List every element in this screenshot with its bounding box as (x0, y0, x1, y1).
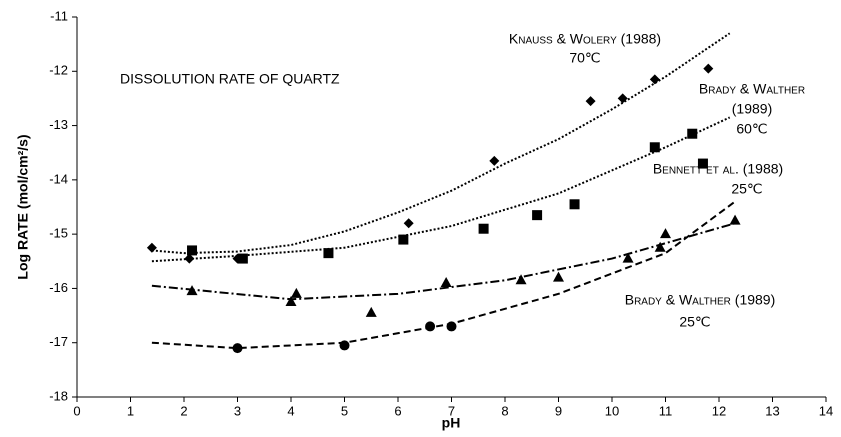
annotation: DISSOLUTION RATE OF QUARTZ (120, 71, 340, 87)
x-tick-label: 4 (287, 403, 294, 418)
annotation: Brady & Walther (699, 81, 805, 97)
x-tick-label: 9 (555, 403, 562, 418)
point (285, 296, 297, 306)
point (323, 248, 334, 259)
point (186, 285, 198, 296)
y-tick-label: -16 (49, 280, 68, 295)
fit-line (151, 32, 731, 255)
point (617, 93, 628, 104)
point (649, 74, 660, 85)
point (687, 128, 698, 139)
x-tick-label: 13 (765, 403, 779, 418)
point (339, 340, 350, 351)
annotation: Knauss & Wolery (1988) (509, 31, 661, 47)
x-tick-label: 11 (659, 403, 673, 418)
x-tick-label: 12 (712, 403, 726, 418)
x-tick-label: 1 (127, 403, 134, 418)
point (697, 158, 708, 169)
point (569, 199, 580, 210)
y-axis-label: Log RATE (mol/cm²/s) (15, 134, 31, 279)
point (237, 253, 248, 264)
y-tick-label: -18 (49, 388, 68, 403)
point (146, 242, 157, 253)
x-tick-label: 14 (819, 403, 833, 418)
point (553, 271, 564, 282)
y-tick-label: -11 (50, 8, 68, 23)
annotation: Bennett et al. (1988) (653, 161, 783, 177)
point (585, 96, 596, 107)
point (398, 234, 409, 245)
annotation: Brady & Walther (1989) (625, 292, 776, 308)
x-tick-label: 2 (180, 403, 187, 418)
point (446, 321, 457, 332)
point (425, 321, 436, 332)
y-tick-label: -12 (49, 63, 68, 78)
point (703, 63, 714, 74)
point (489, 155, 500, 166)
point (290, 287, 302, 298)
fit-line (151, 116, 731, 263)
y-tick-label: -13 (49, 117, 68, 132)
annotation: (1989) (732, 101, 772, 117)
annotation: 25℃ (679, 314, 710, 330)
y-tick-label: -14 (49, 171, 68, 186)
point (232, 343, 243, 354)
point (660, 228, 671, 239)
point (622, 252, 634, 263)
annotation: 70℃ (569, 50, 600, 66)
point (187, 245, 198, 256)
annotation: 25℃ (731, 181, 762, 197)
point (440, 277, 452, 287)
point (515, 274, 527, 285)
point (403, 218, 414, 229)
point (478, 223, 489, 234)
fit-line (151, 200, 736, 350)
x-tick-label: 5 (341, 403, 348, 418)
x-tick-label: 3 (234, 403, 241, 418)
y-tick-label: -17 (49, 334, 68, 349)
x-tick-label: 10 (605, 403, 619, 418)
y-tick-label: -15 (49, 226, 68, 241)
point (365, 306, 377, 317)
point (729, 214, 741, 225)
point (649, 142, 660, 153)
x-tick-label: 7 (448, 403, 455, 418)
x-tick-label: 6 (394, 403, 401, 418)
point (532, 210, 543, 221)
x-axis-label: pH (442, 415, 461, 431)
point (654, 241, 666, 252)
x-tick-label: 0 (73, 403, 80, 418)
annotation: 60℃ (736, 121, 767, 137)
x-tick-label: 8 (501, 403, 508, 418)
